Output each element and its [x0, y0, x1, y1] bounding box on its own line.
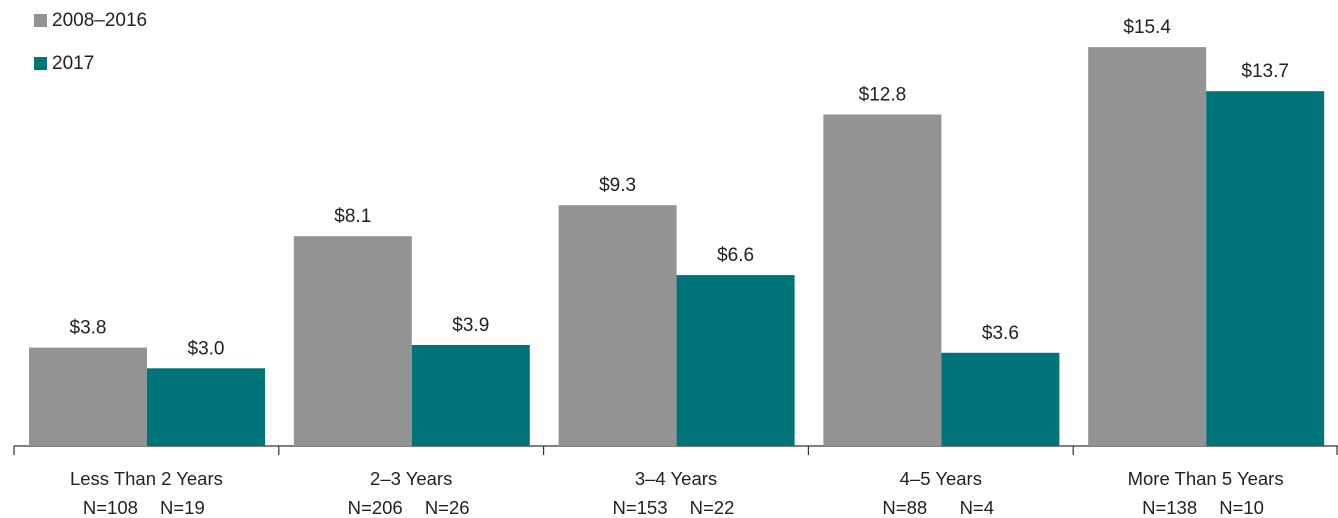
data-label: $3.9 — [452, 315, 489, 336]
bar-2-3 — [676, 275, 795, 446]
n-label: N=4 — [960, 497, 994, 518]
n-label: N=19 — [160, 497, 205, 518]
data-label: $12.8 — [859, 84, 907, 105]
n-label: N=138 — [1142, 497, 1197, 518]
legend-swatch-series-1 — [34, 14, 47, 27]
category-label: 2–3 Years — [370, 468, 452, 489]
data-label: $8.1 — [334, 206, 371, 227]
n-label: N=22 — [690, 497, 735, 518]
n-label: N=153 — [612, 497, 667, 518]
data-label: $6.6 — [717, 245, 754, 266]
category-label: Less Than 2 Years — [70, 468, 223, 489]
legend-swatch-series-2 — [34, 57, 47, 70]
category-label: 4–5 Years — [900, 468, 982, 489]
bar-1-5 — [1088, 47, 1207, 446]
data-label: $3.8 — [70, 318, 107, 339]
bar-1-1 — [29, 347, 147, 446]
data-label: $3.6 — [982, 323, 1019, 344]
data-label: $15.4 — [1123, 17, 1171, 38]
n-label: N=10 — [1219, 497, 1264, 518]
legend-label-series-1: 2008–2016 — [52, 9, 148, 31]
legend: 2008–2016 2017 — [34, 8, 147, 94]
legend-label-series-2: 2017 — [52, 52, 95, 74]
bar-1-2 — [293, 236, 412, 446]
bar-1-3 — [558, 205, 677, 446]
bar-2-4 — [941, 352, 1060, 446]
bar-2-5 — [1206, 91, 1325, 447]
data-label: $13.7 — [1241, 61, 1289, 82]
data-label: $9.3 — [599, 175, 636, 196]
legend-item-series-1: 2008–2016 — [34, 8, 147, 33]
legend-item-series-2: 2017 — [34, 51, 147, 76]
n-label: N=206 — [348, 497, 403, 518]
n-label: N=26 — [425, 497, 470, 518]
n-label: N=88 — [882, 497, 927, 518]
category-label: 3–4 Years — [635, 468, 717, 489]
n-label: N=108 — [83, 497, 138, 518]
bar-2-1 — [147, 368, 265, 446]
bar-1-4 — [823, 114, 942, 446]
bar-2-2 — [411, 344, 530, 446]
data-label: $3.0 — [188, 338, 225, 359]
category-label: More Than 5 Years — [1128, 468, 1284, 489]
